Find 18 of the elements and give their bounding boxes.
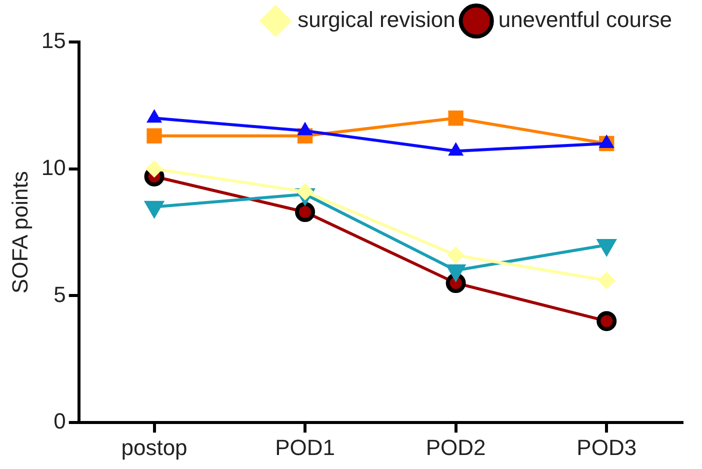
- legend-label: uneventful course: [498, 7, 672, 32]
- x-tick-label: postop: [121, 434, 188, 460]
- point: [146, 160, 163, 178]
- legend-label: surgical revision: [298, 7, 456, 32]
- x-tick-label: POD2: [426, 434, 486, 460]
- point: [295, 202, 316, 222]
- point: [447, 246, 464, 264]
- y-tick-label: 0: [54, 408, 66, 434]
- y-axis-title: SOFA points: [7, 171, 32, 294]
- point: [448, 110, 464, 126]
- point: [598, 272, 616, 290]
- y-tick-label: 15: [41, 28, 66, 54]
- point: [146, 128, 162, 144]
- point: [596, 311, 617, 332]
- x-tick-label: POD1: [275, 434, 336, 460]
- x-tick-label: POD3: [576, 434, 637, 460]
- y-tick-label: 5: [54, 282, 66, 307]
- y-tick-label: 10: [41, 154, 66, 180]
